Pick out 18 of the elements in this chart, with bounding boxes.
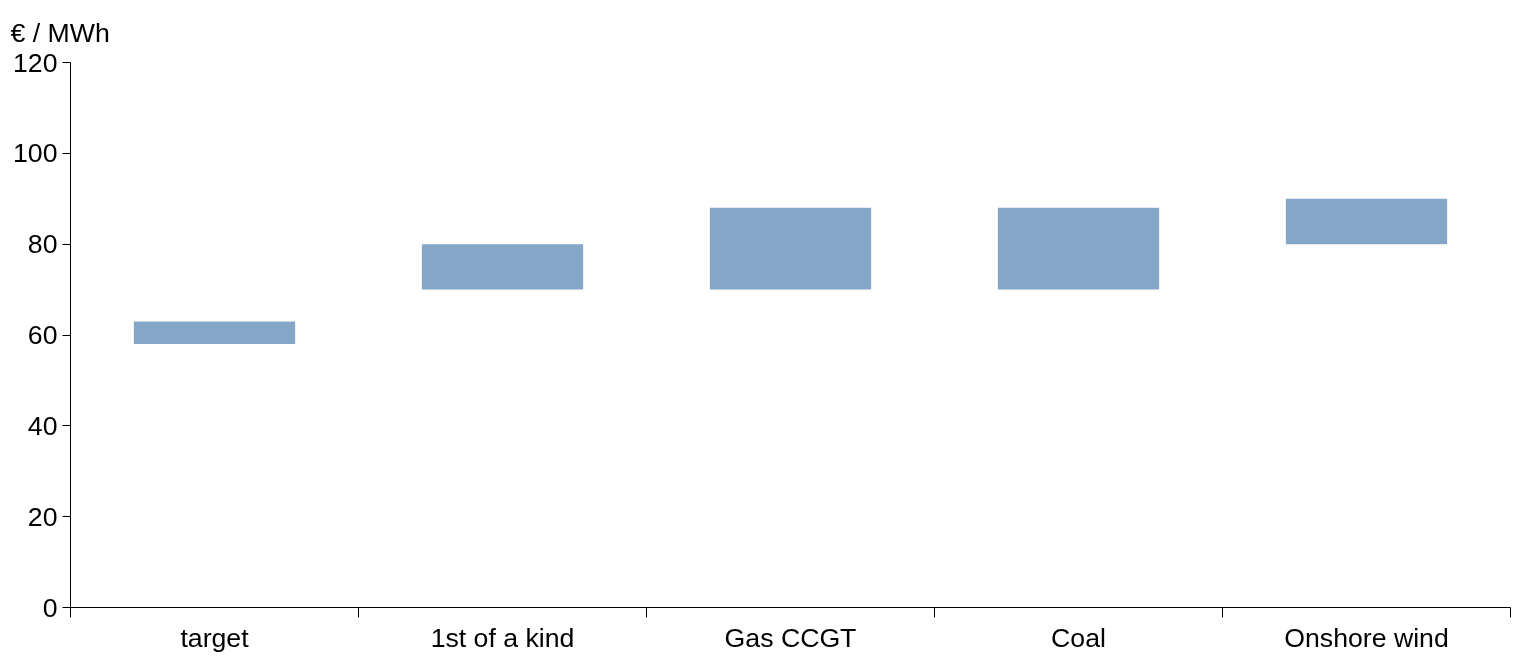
y-tick-label: 100	[13, 138, 58, 169]
y-tick-label: 40	[27, 410, 58, 441]
y-tick-label: 80	[27, 229, 58, 260]
bar	[997, 207, 1160, 290]
x-tick-label: Onshore wind	[1284, 622, 1449, 653]
x-tick-label: Coal	[1051, 622, 1106, 653]
x-tick-label: 1st of a kind	[430, 622, 575, 653]
y-tick-label: 120	[13, 47, 58, 78]
bar	[1285, 198, 1448, 245]
y-tick-label: 0	[42, 592, 58, 623]
y-tick-label: 60	[27, 320, 58, 350]
bar	[709, 207, 872, 290]
y-tick-label: 20	[27, 501, 58, 532]
x-tick-label: target	[180, 622, 250, 653]
bar	[421, 244, 584, 290]
y-axis-title: € / MWh	[10, 17, 110, 48]
x-tick-label: Gas CCGT	[724, 622, 857, 653]
bar	[133, 321, 296, 345]
